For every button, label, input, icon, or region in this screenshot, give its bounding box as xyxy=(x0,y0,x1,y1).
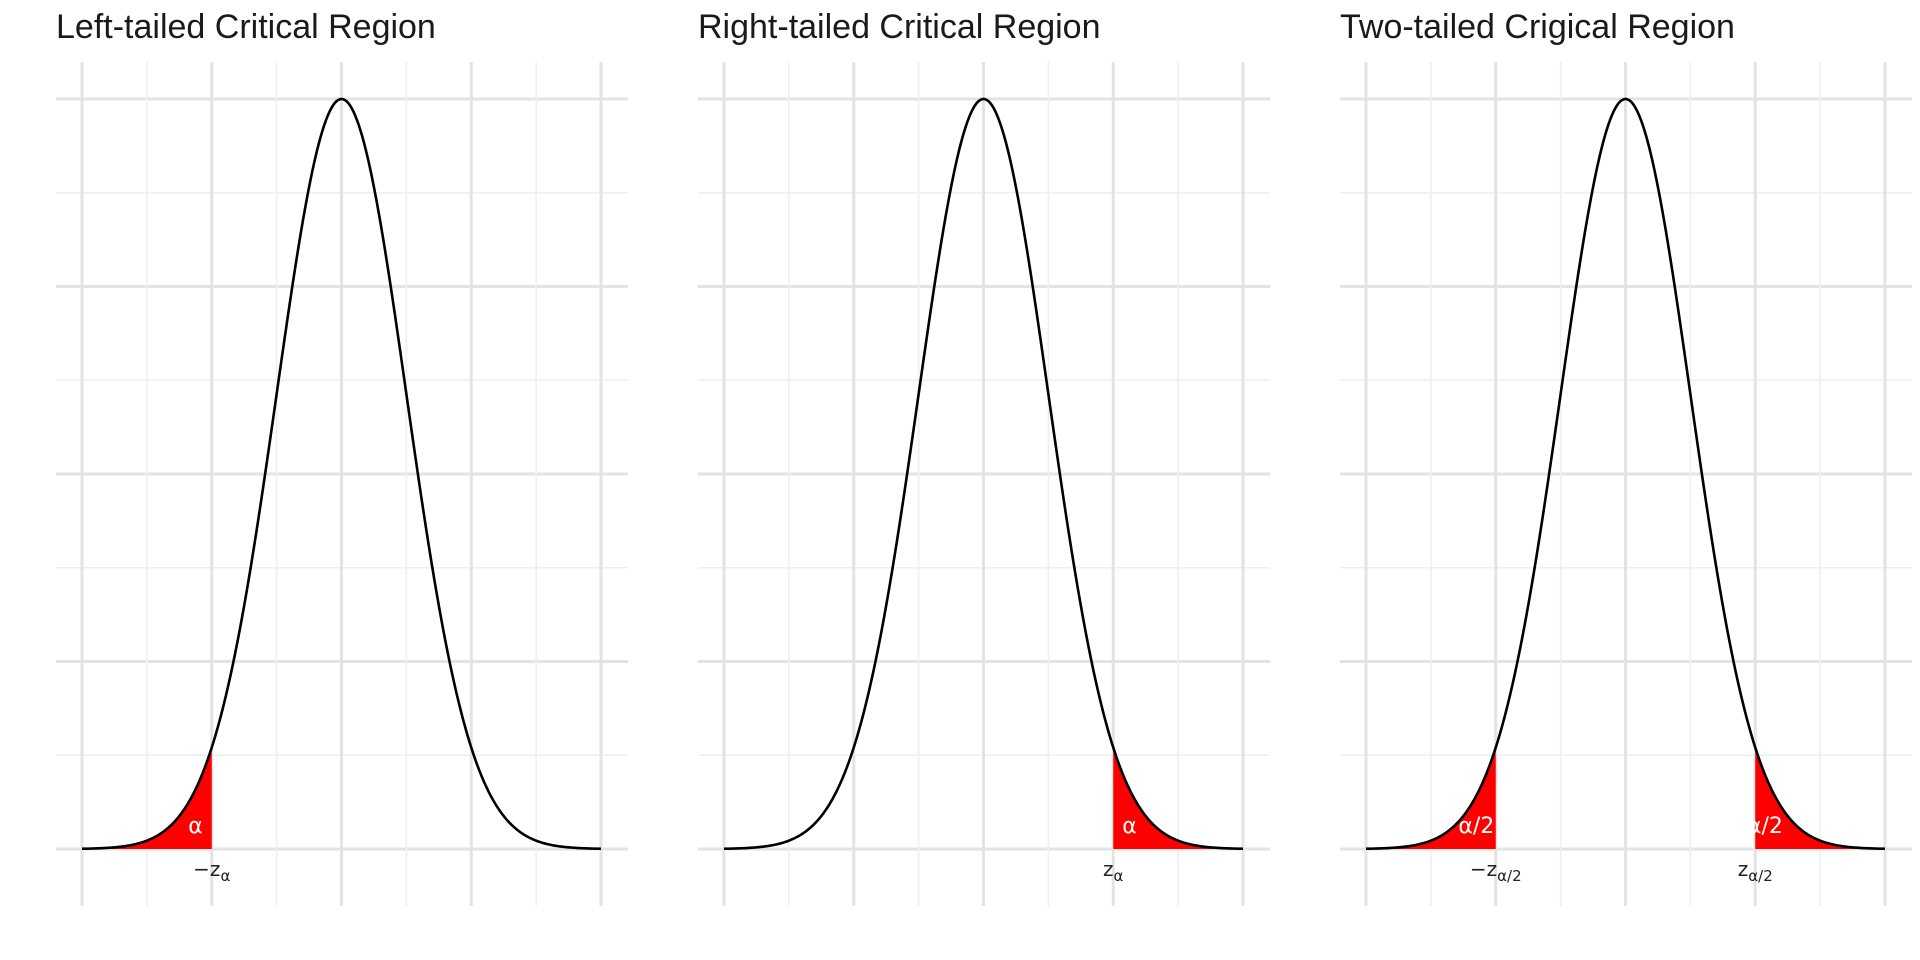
density-curve xyxy=(1365,97,1886,851)
panel-2: α/2 α/2 −zα/2 zα/2 xyxy=(1340,62,1912,906)
panel-title-right: Right-tailed Critical Region xyxy=(698,8,1101,46)
critical-region-0 xyxy=(82,747,212,849)
area-label: α xyxy=(188,814,203,839)
panel-0: α −zα xyxy=(56,62,628,906)
density-curve xyxy=(723,97,1244,851)
area-label: α/2 xyxy=(1747,814,1783,839)
density-curve xyxy=(81,97,602,851)
area-label: α xyxy=(1122,814,1137,839)
critical-region-1 xyxy=(1755,747,1885,849)
panel-title-two: Two-tailed Crigical Region xyxy=(1340,8,1735,46)
panel-title-left: Left-tailed Critical Region xyxy=(56,8,436,46)
critical-region-0 xyxy=(1113,747,1243,849)
critical-value-label: −zα/2 xyxy=(1470,857,1522,885)
panel-1: α zα xyxy=(698,62,1270,906)
critical-value-label: −zα xyxy=(193,857,230,885)
critical-value-label: zα xyxy=(1103,857,1124,885)
critical-value-label: zα/2 xyxy=(1738,857,1773,885)
area-label: α/2 xyxy=(1458,814,1494,839)
critical-region-0 xyxy=(1366,747,1496,849)
